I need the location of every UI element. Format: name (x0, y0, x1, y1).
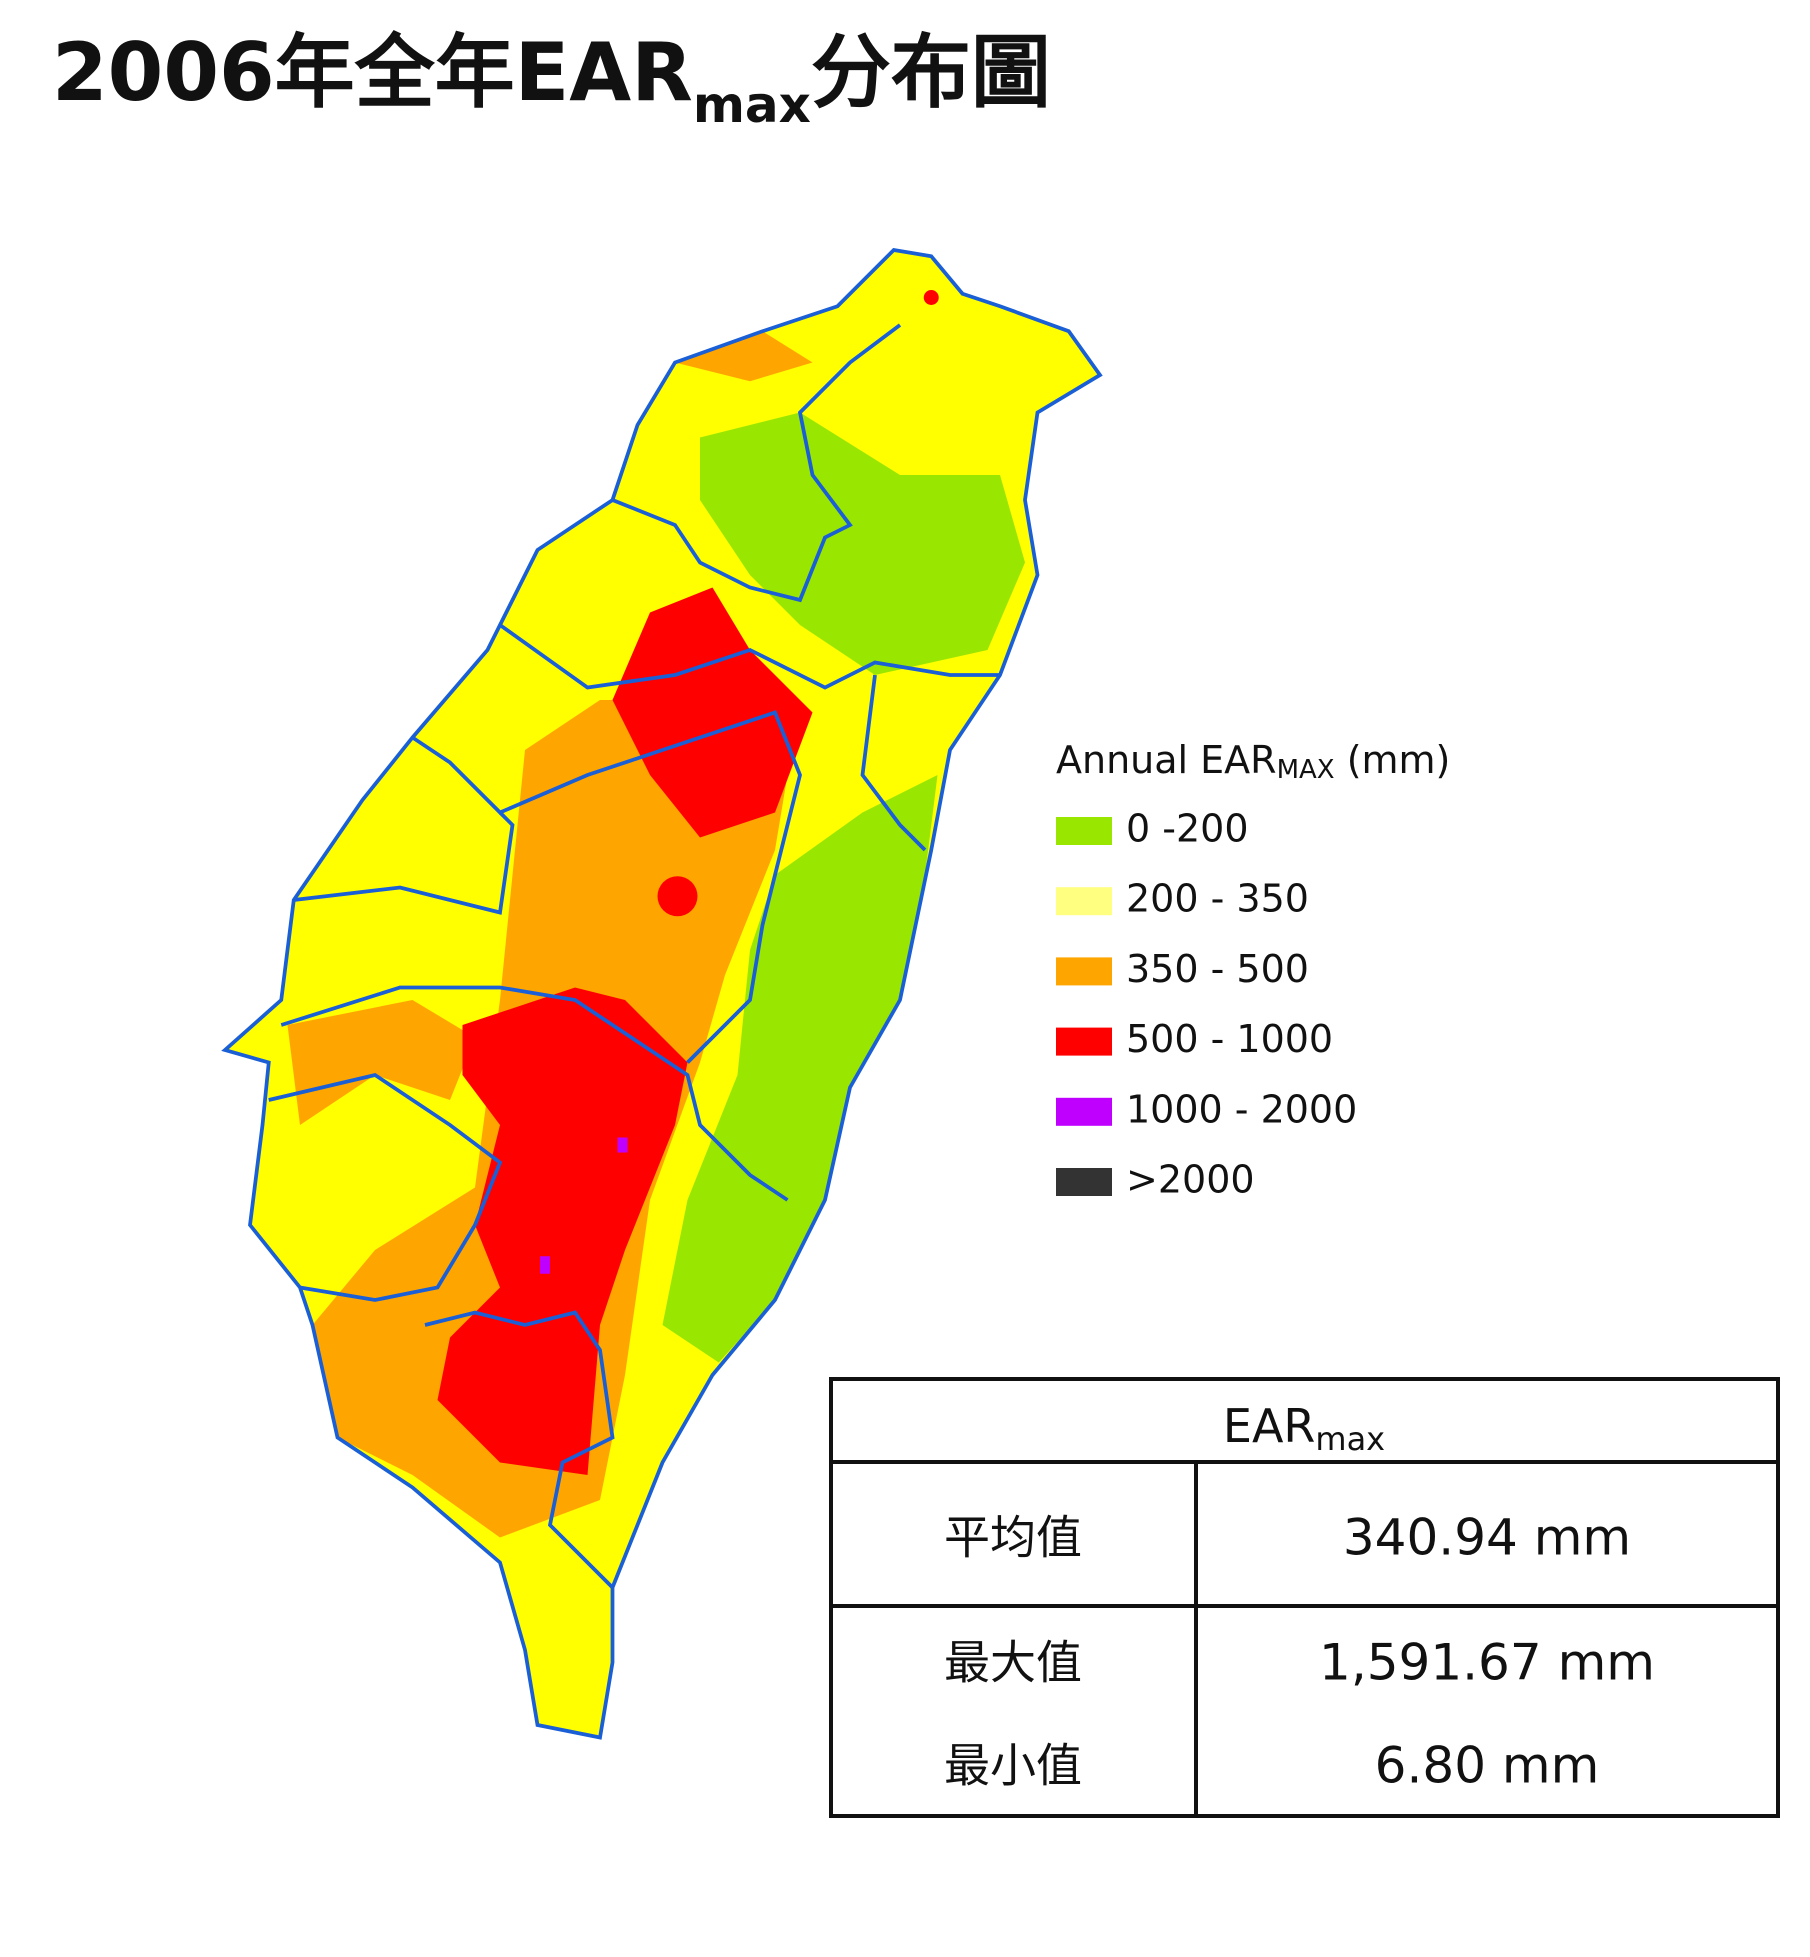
map-zone (612, 587, 813, 838)
border (293, 811, 515, 915)
map-zone (657, 876, 698, 917)
row-label: 最大值 (944, 1636, 1082, 1690)
title: 2006年全年EARmax分布圖 (52, 26, 1051, 134)
legend-swatch (1056, 887, 1112, 916)
legend-label: 0 -200 (1126, 807, 1249, 851)
row-value: 340.94 mm (1343, 1509, 1631, 1567)
row-value: 6.80 mm (1375, 1737, 1600, 1795)
legend: Annual EARMAX (mm) 0 -200 200 - 350 350 - … (1056, 738, 1450, 1202)
border (860, 674, 927, 852)
map-zone (700, 412, 1025, 675)
border (280, 985, 789, 1202)
legend-swatch (1056, 1097, 1112, 1126)
row-label: 平均值 (944, 1511, 1082, 1565)
table-header-main: EAR (1223, 1399, 1316, 1453)
border (268, 1072, 503, 1302)
stats-table (829, 1377, 1780, 1818)
map-zone (617, 1137, 628, 1153)
title-main: 2006年全年EAR (52, 26, 693, 119)
map-zone (540, 1256, 550, 1274)
legend-label: 500 - 1000 (1126, 1017, 1333, 1061)
legend-label: 200 - 350 (1126, 877, 1309, 921)
title-subscript: max (693, 76, 811, 134)
map-zone (287, 1000, 475, 1125)
legend-swatch (1056, 1027, 1112, 1056)
border (411, 710, 802, 1064)
table-border (829, 1377, 1780, 1818)
row-value: 1,591.67 mm (1319, 1634, 1655, 1692)
legend-title-suffix: (mm) (1335, 738, 1451, 782)
legend-swatch (1056, 1168, 1112, 1196)
border (611, 323, 902, 603)
border (424, 1310, 615, 1589)
map-zone (675, 331, 813, 382)
legend-swatch (1056, 957, 1112, 986)
row-label: 最小值 (944, 1739, 1082, 1793)
map-zone (662, 775, 938, 1363)
legend-label: >2000 (1126, 1158, 1255, 1202)
county-borders (223, 248, 1102, 1740)
table-header: EARmax (1223, 1399, 1385, 1459)
border (498, 623, 1000, 690)
title-suffix: 分布圖 (811, 26, 1051, 119)
table-body: 平均值 340.94 mm 最大值 1,591.67 mm 最小值 6.80 mm (944, 1509, 1655, 1795)
legend-title: Annual EARMAX (mm) (1056, 738, 1450, 785)
legend-label: 350 - 500 (1126, 947, 1309, 991)
map-zone (437, 987, 688, 1475)
table-header-subscript: max (1315, 1420, 1385, 1458)
legend-title-main: Annual EAR (1056, 738, 1277, 782)
map-zone (923, 290, 939, 305)
legend-title-subscript: MAX (1277, 755, 1335, 785)
legend-swatch (1056, 817, 1112, 845)
legend-label: 1000 - 2000 (1126, 1087, 1357, 1131)
